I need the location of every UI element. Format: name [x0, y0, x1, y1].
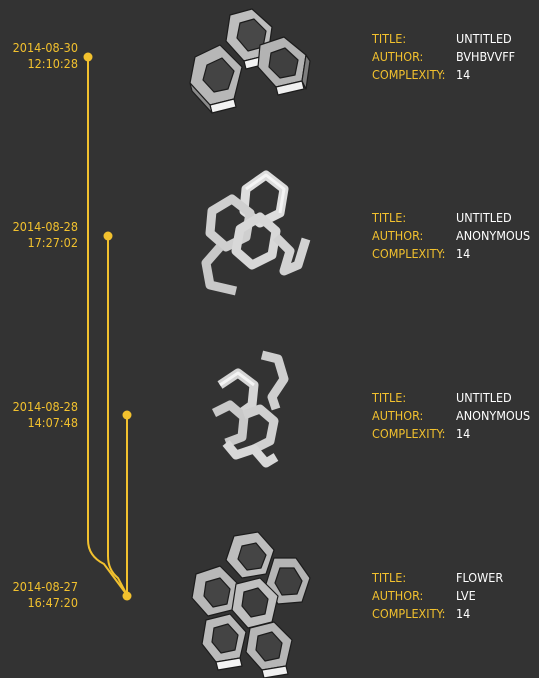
shape-thumbnail-3[interactable]	[180, 345, 325, 495]
timestamp-2: 2014-08-28 17:27:02	[0, 219, 78, 251]
timestamp-4: 2014-08-27 16:47:20	[0, 579, 78, 611]
complexity-value: 14	[456, 246, 471, 261]
timestamp-1: 2014-08-30 12:10:28	[0, 40, 78, 72]
complexity-value: 14	[456, 426, 471, 441]
author-label: AUTHOR:	[372, 588, 424, 603]
title-label: TITLE:	[372, 390, 407, 405]
author-value: BVHBVVFF	[456, 49, 516, 64]
timestamp-date: 2014-08-27	[12, 579, 78, 594]
title-label: TITLE:	[372, 31, 407, 46]
title-value: UNTITLED	[456, 390, 512, 405]
complexity-label: COMPLEXITY:	[372, 606, 446, 621]
shape-thumbnail-1[interactable]	[180, 5, 325, 155]
complexity-value: 14	[456, 67, 471, 82]
info-block-4: TITLE: FLOWER AUTHOR: LVE COMPLEXITY: 14	[372, 569, 537, 623]
title-value: UNTITLED	[456, 210, 512, 225]
timestamp-date: 2014-08-28	[12, 219, 78, 234]
complexity-value: 14	[456, 606, 471, 621]
timestamp-time: 16:47:20	[27, 595, 78, 610]
title-label: TITLE:	[372, 570, 407, 585]
node-dot-3[interactable]	[122, 410, 132, 420]
author-value: ANONYMOUS	[456, 228, 531, 243]
shape-thumbnail-4[interactable]	[180, 528, 325, 678]
timestamp-time: 17:27:02	[27, 235, 78, 250]
author-label: AUTHOR:	[372, 228, 424, 243]
author-label: AUTHOR:	[372, 408, 424, 423]
timestamp-date: 2014-08-30	[12, 40, 78, 55]
complexity-label: COMPLEXITY:	[372, 67, 446, 82]
timestamp-3: 2014-08-28 14:07:48	[0, 399, 78, 431]
branch-line-1	[87, 57, 128, 596]
timestamp-time: 14:07:48	[27, 415, 78, 430]
timestamp-date: 2014-08-28	[12, 399, 78, 414]
info-block-1: TITLE: UNTITLED AUTHOR: BVHBVVFF COMPLEXIT…	[372, 30, 537, 84]
shape-thumbnail-2[interactable]	[180, 167, 325, 317]
info-block-2: TITLE: UNTITLED AUTHOR: ANONYMOUS COMPLEXI…	[372, 209, 537, 263]
author-value: ANONYMOUS	[456, 408, 531, 423]
title-label: TITLE:	[372, 210, 407, 225]
info-block-3: TITLE: UNTITLED AUTHOR: ANONYMOUS COMPLEXI…	[372, 389, 537, 443]
title-value: UNTITLED	[456, 31, 512, 46]
title-value: FLOWER	[456, 570, 504, 585]
branch-line-2	[107, 236, 128, 596]
node-dot-4[interactable]	[122, 591, 132, 601]
complexity-label: COMPLEXITY:	[372, 426, 446, 441]
timestamp-time: 12:10:28	[27, 56, 78, 71]
author-label: AUTHOR:	[372, 49, 424, 64]
node-dot-2[interactable]	[103, 231, 113, 241]
node-dot-1[interactable]	[83, 52, 93, 62]
author-value: LVE	[456, 588, 476, 603]
complexity-label: COMPLEXITY:	[372, 246, 446, 261]
